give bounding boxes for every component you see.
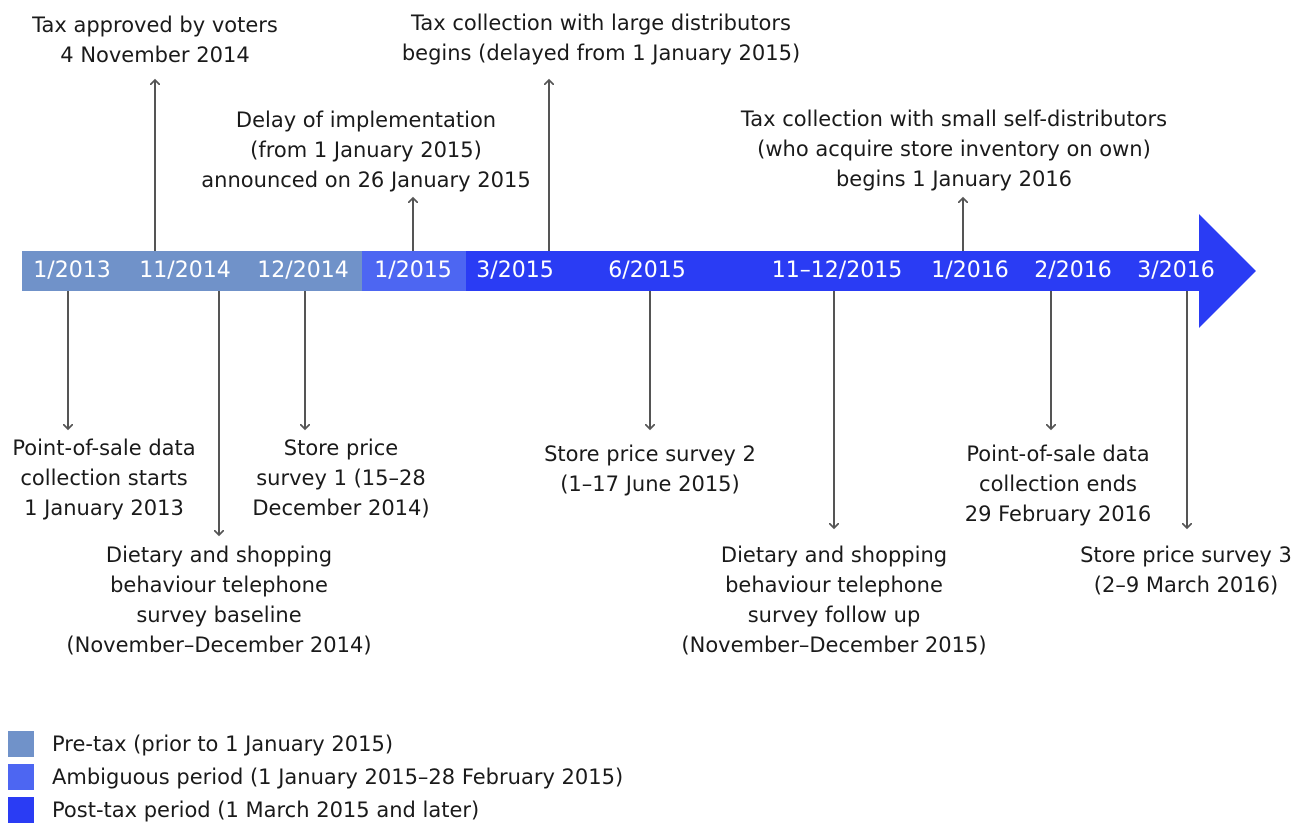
legend: Pre-tax (prior to 1 January 2015) Ambigu… (8, 727, 623, 826)
tick-label: 12/2014 (257, 258, 349, 283)
event-large-distributors: Tax collection with large distributors b… (401, 11, 801, 65)
event-store-survey-3: Store price survey 3 (2–9 March 2016) (1080, 543, 1292, 597)
tick-label: 1/2013 (33, 258, 111, 283)
tick-label: 11/2014 (139, 258, 231, 283)
posttax-band (466, 251, 1200, 291)
legend-item-pretax: Pre-tax (prior to 1 January 2015) (8, 727, 623, 760)
pretax-band (22, 251, 362, 291)
event-tax-approved: Tax approved by voters 4 November 2014 (32, 13, 278, 67)
tick-label: 2/2016 (1034, 258, 1112, 283)
legend-swatch-ambiguous (8, 763, 34, 790)
tick-label: 1/2016 (931, 258, 1009, 283)
event-delay-implementation: Delay of implementation (from 1 January … (201, 108, 531, 192)
timeline-arrowhead (1199, 214, 1256, 328)
ambiguous-band (362, 251, 466, 291)
event-store-survey-2: Store price survey 2 (1–17 June 2015) (544, 442, 756, 496)
legend-label-ambiguous: Ambiguous period (1 January 2015–28 Febr… (52, 764, 624, 789)
event-pos-start: Point-of-sale data collection starts 1 J… (12, 436, 196, 520)
event-pos-end: Point-of-sale data collection ends 29 Fe… (964, 442, 1152, 526)
tick-label: 11–12/2015 (771, 258, 903, 283)
legend-swatch-posttax (8, 796, 34, 823)
tick-label: 6/2015 (608, 258, 686, 283)
event-small-distributors: Tax collection with small self-distribut… (740, 107, 1168, 191)
legend-item-posttax: Post-tax period (1 March 2015 and later) (8, 793, 623, 826)
event-survey-followup: Dietary and shopping behaviour telephone… (681, 543, 987, 657)
legend-label-pretax: Pre-tax (prior to 1 January 2015) (52, 731, 394, 756)
tick-label: 3/2015 (476, 258, 554, 283)
legend-swatch-pretax (8, 730, 34, 757)
legend-label-posttax: Post-tax period (1 March 2015 and later) (52, 797, 480, 822)
event-survey-baseline: Dietary and shopping behaviour telephone… (66, 543, 372, 657)
legend-item-ambiguous: Ambiguous period (1 January 2015–28 Febr… (8, 760, 623, 793)
tick-label: 1/2015 (374, 258, 452, 283)
event-store-survey-1: Store price survey 1 (15–28 December 201… (252, 436, 430, 520)
tick-label: 3/2016 (1137, 258, 1215, 283)
